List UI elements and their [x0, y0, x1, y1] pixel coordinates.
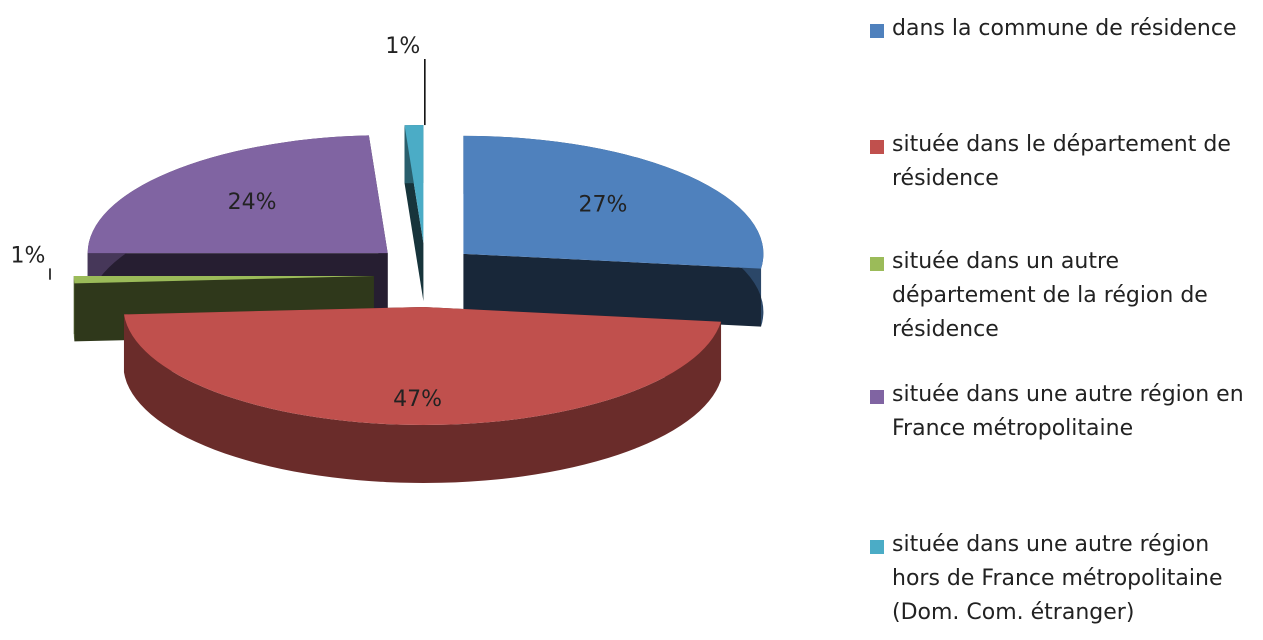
legend-label: située dans une autre région hors de Fra… — [892, 532, 1223, 625]
legend-swatch — [870, 24, 884, 38]
slice-top — [87, 135, 388, 254]
data-label: 47% — [393, 387, 442, 412]
slice-top — [404, 125, 424, 244]
data-label: 1% — [385, 34, 420, 59]
data-label: 1% — [11, 243, 46, 268]
legend-swatch — [870, 390, 884, 404]
legend-item: dans la commune de résidence — [870, 12, 1260, 46]
legend-label: dans la commune de résidence — [892, 16, 1237, 41]
data-label: 24% — [228, 190, 277, 215]
legend-label: située dans un autre département de la r… — [892, 249, 1208, 342]
legend-item: située dans une autre région hors de Fra… — [870, 528, 1260, 630]
slice-wall — [123, 314, 722, 483]
legend-item: située dans un autre département de la r… — [870, 245, 1260, 347]
legend-swatch — [870, 140, 884, 154]
slice-side — [463, 253, 762, 327]
slice-wall — [73, 276, 75, 342]
legend-item: située dans une autre région en France m… — [870, 378, 1260, 446]
slice-top — [463, 135, 764, 269]
legend-label: située dans le département de résidence — [892, 132, 1231, 191]
slice-top — [73, 276, 374, 284]
slice — [123, 306, 722, 483]
chart: 27% 47% 1% 24% 1% — [11, 34, 764, 483]
slice — [404, 125, 424, 302]
data-label: 27% — [578, 192, 627, 217]
legend-item: située dans le département de résidence — [870, 128, 1260, 196]
slice-top — [123, 306, 722, 425]
legend-label: située dans une autre région en France m… — [892, 382, 1244, 441]
legend-swatch — [870, 257, 884, 271]
slice — [463, 135, 764, 327]
legend-swatch — [870, 540, 884, 554]
